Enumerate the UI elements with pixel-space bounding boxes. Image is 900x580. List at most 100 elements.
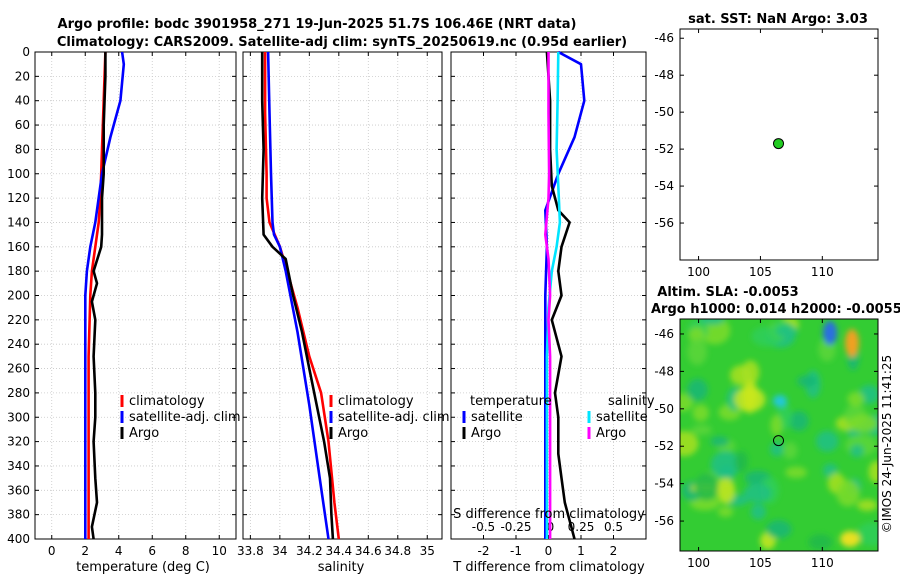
heatmap-cell [734, 451, 748, 473]
x-tick-label: 34.4 [325, 544, 352, 558]
argo-location-point [773, 138, 785, 150]
heatmap-cell [785, 466, 808, 479]
t-difference-xlabel: T difference from climatology [452, 560, 645, 575]
x-tick-label: 105 [749, 556, 772, 570]
y-tick-label: -52 [654, 142, 674, 156]
s-tick-label: 0.25 [568, 520, 595, 534]
series-line-argo [90, 52, 107, 540]
y-tick-label: -54 [654, 477, 674, 491]
difference-temperature-legend: temperature satellite Argo [462, 394, 552, 441]
heatmap-cell [691, 424, 712, 435]
heatmap-cell [836, 480, 860, 507]
x-tick-label: 4 [115, 544, 123, 558]
heatmap-cell [857, 522, 878, 546]
map-frame [679, 28, 879, 261]
s-tick-label: 0.5 [604, 520, 623, 534]
heatmap-cell [823, 321, 837, 345]
sla-title-line1: Altim. SLA: -0.0053 [657, 285, 798, 300]
heatmap-cell [857, 499, 878, 511]
heatmap-cell [710, 436, 729, 447]
s-tick-label: -0.25 [500, 520, 531, 534]
heatmap-cell [850, 444, 864, 458]
temperature-panel: 0 2 4 6 8 10020406080100120140160180200220240… [7, 45, 237, 558]
y-tick-label: 280 [7, 386, 30, 400]
heatmap-cell [729, 365, 753, 386]
series-line-s-argo [543, 52, 552, 539]
heatmap-cell [750, 503, 767, 520]
legend-label-argo: Argo [338, 426, 368, 441]
salinity-xlabel: salinity [318, 560, 365, 575]
legend-label-satellite: satellite-adj. clim [338, 410, 450, 425]
argo-location-point [773, 435, 785, 447]
x-tick-label: 10 [212, 544, 227, 558]
map-frame [679, 318, 879, 552]
heatmap-cell [845, 329, 859, 357]
y-tick-label: 40 [15, 94, 30, 108]
legend-label-t-satellite: satellite [471, 410, 523, 425]
heatmap-cell [733, 387, 766, 412]
y-tick-label: 0 [22, 45, 30, 59]
sla-map-panel: 100 105 110 -46 -48 -50 -52 -54 -56 [654, 318, 879, 570]
difference-panel: -2 -1 0 1 2-0.5 -0.25 0 0.25 0.5 [450, 50, 647, 558]
heatmap-cell [687, 338, 708, 366]
heatmap-cell [796, 375, 817, 387]
y-tick-label: 160 [7, 240, 30, 254]
y-tick-label: 80 [15, 142, 30, 156]
legend-title-salinity: salinity [608, 394, 655, 409]
salinity-panel: 33.8 34 34.2 34.4 34.6 34.8 35 [237, 51, 443, 558]
heatmap-cell [847, 391, 865, 407]
y-tick-label: 60 [15, 118, 30, 132]
series-line-climatology [87, 51, 107, 539]
x-tick-label: 100 [687, 265, 710, 279]
y-tick-label: -56 [654, 216, 674, 230]
heatmap-cell [743, 483, 772, 503]
sla-heatmap [680, 319, 878, 551]
x-tick-label: 8 [182, 544, 190, 558]
y-tick-label: 400 [7, 532, 30, 546]
heatmap-cell [815, 430, 839, 452]
series-line-argo [260, 52, 335, 540]
y-tick-label: 320 [7, 435, 30, 449]
y-tick-label: 360 [7, 483, 30, 497]
heatmap-cell [699, 319, 731, 345]
y-tick-label: -46 [654, 31, 674, 45]
y-tick-label: 180 [7, 264, 30, 278]
salinity-legend: climatology satellite-adj. clim Argo [329, 394, 450, 441]
y-tick-label: 340 [7, 459, 30, 473]
y-tick-label: -54 [654, 179, 674, 193]
y-tick-label: 260 [7, 362, 30, 376]
heatmap-cell [808, 534, 833, 551]
sst-map-panel: 100 105 110 -46 -48 -50 -52 -54 -56 [654, 28, 879, 279]
figure-title-line1: Argo profile: bodc 3901958_271 19-Jun-20… [58, 17, 577, 32]
temperature-xlabel: temperature (deg C) [76, 560, 210, 575]
y-tick-label: -48 [654, 364, 674, 378]
legend-label-s-argo: Argo [596, 426, 626, 441]
x-tick-label: 34.6 [355, 544, 382, 558]
series-line-s-satellite [545, 51, 562, 539]
heatmap-cell [680, 431, 699, 457]
timestamp-watermark: ©IMOS 24-Jun-2025 11:41:25 [880, 355, 894, 533]
x-tick-label: 110 [811, 265, 834, 279]
heatmap-cell [789, 411, 809, 431]
y-tick-label: -50 [654, 105, 674, 119]
heatmap-cell [840, 531, 860, 547]
y-tick-label: 140 [7, 215, 30, 229]
s-tick-label: -0.5 [472, 520, 495, 534]
heatmap-cell [717, 477, 736, 504]
x-tick-label: 6 [148, 544, 156, 558]
heatmap-cell [776, 324, 798, 338]
y-tick-label: 200 [7, 289, 30, 303]
x-tick-label: -1 [510, 544, 522, 558]
y-tick-label: 300 [7, 410, 30, 424]
heatmap-cell [770, 414, 783, 436]
x-tick-label: 0 [545, 544, 553, 558]
y-tick-label: 240 [7, 337, 30, 351]
y-tick-label: 100 [7, 167, 30, 181]
x-tick-label: 2 [81, 544, 89, 558]
x-tick-label: 110 [811, 556, 834, 570]
heatmap-cell [692, 404, 709, 422]
figure-title-line2: Climatology: CARS2009. Satellite-adj cli… [57, 35, 627, 50]
heatmap-cell [765, 520, 792, 539]
x-tick-label: 33.8 [237, 544, 264, 558]
heatmap-cell [694, 473, 719, 501]
